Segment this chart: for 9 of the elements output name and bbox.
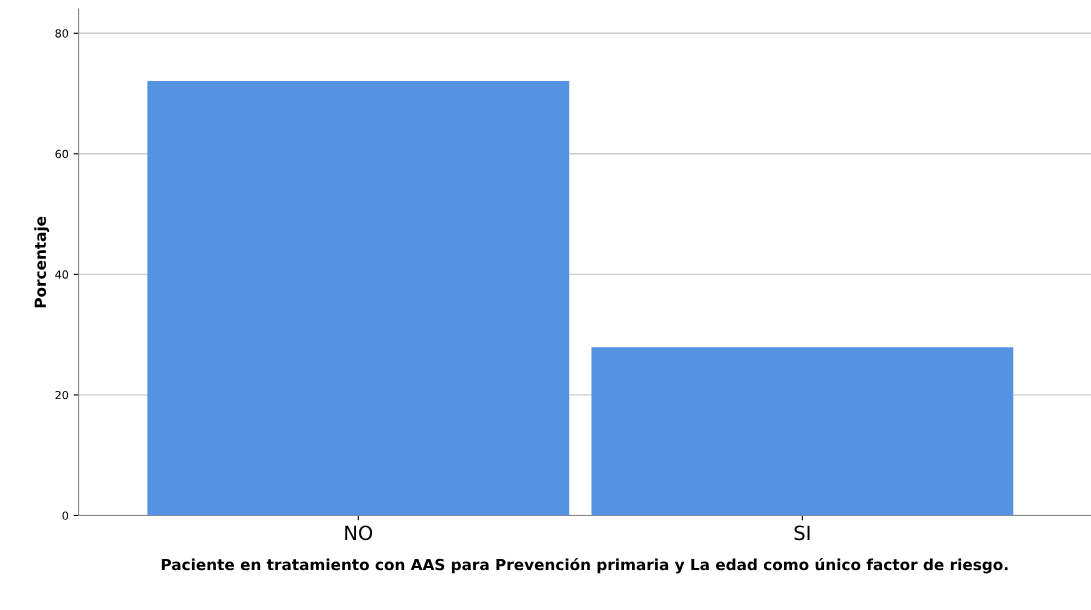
y-tick-label: 80 bbox=[55, 29, 69, 38]
y-tick-label: 0 bbox=[62, 511, 69, 520]
y-tick-label: 40 bbox=[55, 270, 69, 279]
y-axis-title: Porcentaje bbox=[34, 216, 50, 308]
y-tick-label: 60 bbox=[55, 149, 69, 159]
y-tick-label: 20 bbox=[55, 390, 69, 400]
x-tick-label: NO bbox=[345, 525, 373, 541]
x-axis-title: Paciente en tratamiento con AAS para Prevención primaria y La edad como único factor de riesgo. bbox=[161, 557, 1008, 574]
x-tick-label: SI bbox=[794, 525, 810, 541]
